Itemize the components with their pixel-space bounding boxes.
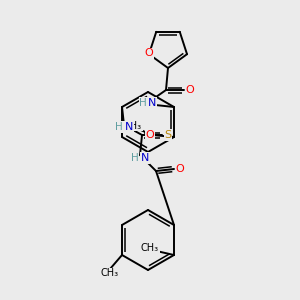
Text: O: O bbox=[146, 130, 154, 140]
Text: S: S bbox=[164, 130, 172, 140]
Text: H: H bbox=[131, 153, 139, 163]
Text: CH₃: CH₃ bbox=[141, 243, 159, 253]
Text: H: H bbox=[139, 98, 147, 108]
Text: O: O bbox=[176, 164, 184, 174]
Text: H: H bbox=[115, 122, 123, 132]
Text: CH₃: CH₃ bbox=[124, 121, 142, 131]
Text: O: O bbox=[145, 48, 153, 58]
Text: N: N bbox=[141, 153, 149, 163]
Text: N: N bbox=[125, 122, 133, 132]
Text: CH₃: CH₃ bbox=[101, 268, 119, 278]
Text: N: N bbox=[148, 98, 156, 108]
Text: O: O bbox=[186, 85, 194, 95]
